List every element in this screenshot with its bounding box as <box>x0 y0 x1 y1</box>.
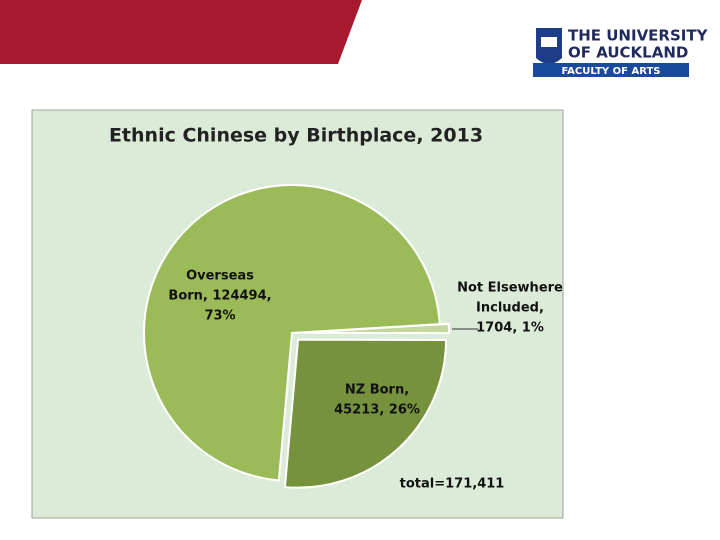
logo-text: OF AUCKLAND <box>568 44 688 62</box>
data-label: 1704, 1% <box>476 321 544 336</box>
pie-slice <box>283 338 448 489</box>
data-label: Included, <box>476 301 544 316</box>
data-label: 45213, 26% <box>334 403 420 418</box>
chart-title: Ethnic Chinese by Birthplace, 2013 <box>109 125 483 147</box>
data-label: Born, 124494, <box>168 289 271 304</box>
data-label: NZ Born, <box>345 383 409 398</box>
faculty-bar <box>533 63 689 77</box>
header-band <box>0 0 362 64</box>
data-label: 73% <box>204 309 235 324</box>
data-label: Not Elsewhere <box>457 281 563 296</box>
annotation: total=171,411 <box>400 477 505 492</box>
faculty-text: FACULTY OF ARTS <box>562 66 661 77</box>
pie-slice <box>143 184 441 482</box>
logo-text: THE UNIVERSITY <box>568 27 709 45</box>
data-label: Overseas <box>186 269 254 284</box>
logo-emblem <box>541 37 557 47</box>
